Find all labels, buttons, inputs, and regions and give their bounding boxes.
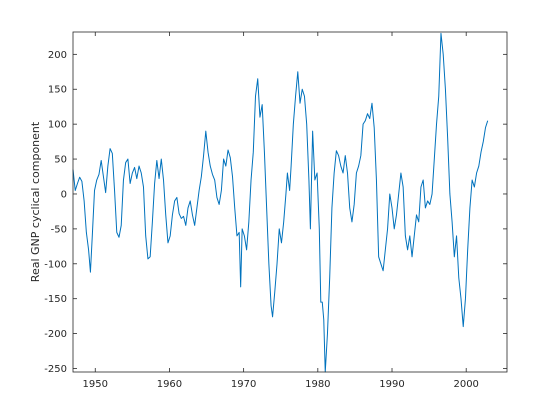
- data-series-line: [72, 32, 489, 373]
- x-tick-label: 2000: [453, 379, 478, 390]
- x-tick-label: 1990: [379, 379, 404, 390]
- x-tick-label: 1970: [231, 379, 256, 390]
- y-axis-label: Real GNP cyclical component: [29, 121, 42, 282]
- y-tick-label: 0: [61, 189, 67, 200]
- y-tick-label: 200: [48, 50, 67, 61]
- x-tick-label: 1950: [83, 379, 108, 390]
- y-tick-label: -150: [44, 294, 67, 305]
- x-axis-ticks: 1950 1960 1970 1980 1990 2000: [83, 32, 479, 390]
- y-tick-label: 50: [54, 155, 67, 166]
- y-tick-label: -100: [44, 259, 67, 270]
- y-tick-label: 100: [48, 120, 67, 131]
- plot-frame: [72, 31, 508, 373]
- x-tick-label: 1980: [305, 379, 330, 390]
- y-tick-label: -200: [44, 329, 67, 340]
- y-tick-label: -50: [51, 224, 67, 235]
- y-tick-label: 150: [48, 85, 67, 96]
- y-tick-label: -250: [44, 364, 67, 375]
- y-axis-ticks: -250 -200 -150 -100 -50 0 50 100 150 200: [44, 50, 507, 375]
- plot-area: [73, 32, 507, 372]
- x-tick-label: 1960: [157, 379, 182, 390]
